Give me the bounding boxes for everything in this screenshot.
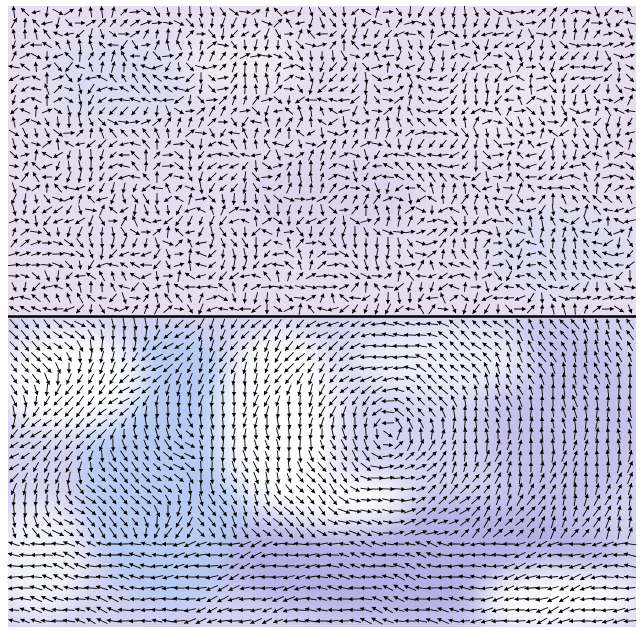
patch xyxy=(8,500,85,620)
lower-color-patches xyxy=(8,320,636,627)
arrow-heads xyxy=(7,6,636,625)
white-patch xyxy=(270,475,410,525)
white-patch xyxy=(480,570,636,627)
white-patch xyxy=(8,330,140,430)
patch xyxy=(350,325,530,395)
patch xyxy=(490,210,630,290)
arrow-shafts xyxy=(7,5,637,625)
patch xyxy=(180,30,300,90)
